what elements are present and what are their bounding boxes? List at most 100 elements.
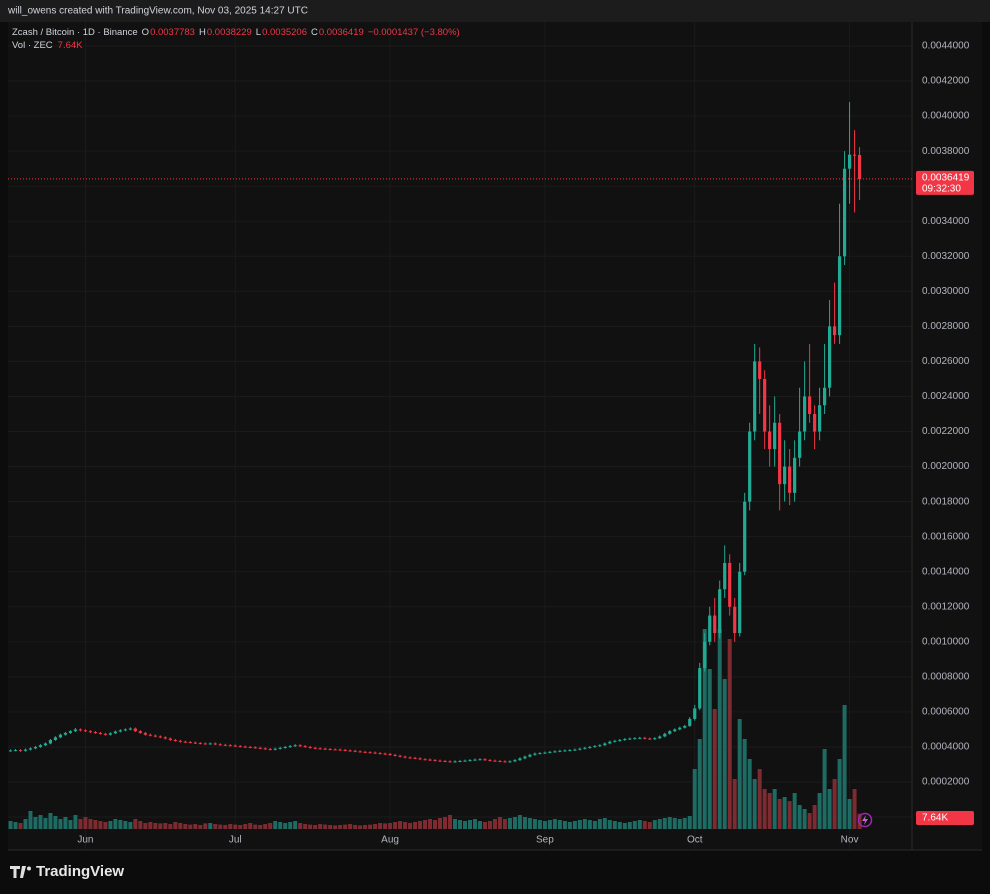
volume-bar: [742, 739, 747, 829]
volume-bar: [8, 821, 13, 829]
volume-title: Vol · ZEC: [12, 40, 53, 51]
ohlc-value: 0.0036419: [319, 27, 364, 38]
candle-body: [428, 759, 432, 761]
symbol-title: Zcash / Bitcoin · 1D · Binance: [12, 27, 138, 38]
candle-body: [353, 750, 357, 752]
candle-body: [133, 728, 137, 732]
candle-body: [153, 735, 157, 737]
volume-bar: [433, 820, 438, 829]
volume-bar: [263, 824, 268, 829]
candle-body: [348, 750, 352, 752]
volume-bar: [328, 825, 333, 829]
volume-bar: [203, 823, 208, 829]
volume-bar: [592, 821, 597, 829]
volume-bar: [73, 815, 78, 829]
candle-body: [448, 761, 452, 763]
candle-body: [358, 751, 362, 753]
y-tick-label: 0.0010000: [922, 636, 970, 647]
volume-bar: [602, 818, 607, 829]
candle-body: [468, 760, 472, 762]
candle-body: [478, 759, 482, 761]
volume-bar: [13, 822, 18, 829]
candle-body: [847, 154, 852, 169]
y-tick-label: 0.0018000: [922, 496, 970, 507]
volume-bar: [552, 819, 557, 829]
volume-bar: [313, 825, 318, 829]
volume-badge: [916, 811, 974, 825]
candle-body: [373, 752, 377, 754]
volume-bar: [178, 823, 183, 829]
candle-body: [822, 387, 827, 406]
volume-bar: [792, 793, 797, 829]
volume-bar: [63, 817, 68, 829]
candle-body: [313, 747, 317, 749]
volume-bar: [243, 824, 248, 829]
volume-bar: [333, 825, 338, 829]
volume-bar: [28, 811, 33, 829]
candle-body: [198, 743, 202, 745]
candle-body: [98, 732, 102, 734]
volume-bar: [827, 789, 832, 829]
volume-bar: [667, 817, 672, 829]
candle-body: [273, 748, 277, 750]
candle-body: [73, 729, 78, 732]
volume-bar: [258, 825, 263, 829]
y-tick-label: 0.0008000: [922, 672, 970, 683]
volume-bar: [248, 823, 253, 829]
volume-bar: [587, 820, 592, 829]
volume-bar: [373, 824, 378, 829]
volume-bar: [692, 769, 697, 829]
candle-body: [128, 728, 132, 730]
candle-body: [278, 747, 282, 749]
y-tick-label: 0.0034000: [922, 216, 970, 227]
candle-body: [743, 501, 747, 572]
candle-body: [288, 746, 292, 748]
y-tick-label: 0.0012000: [922, 601, 970, 612]
chart-panel: [8, 22, 982, 850]
candle-body: [78, 729, 83, 731]
x-tick-label: Jun: [77, 835, 93, 846]
volume-bar: [462, 821, 467, 829]
volume-bar: [208, 823, 213, 829]
volume-bar: [123, 821, 128, 829]
candle-body: [293, 745, 297, 747]
candle-body: [403, 756, 407, 758]
volume-bar: [487, 821, 492, 829]
volume-bar: [288, 822, 293, 829]
candle-body: [508, 761, 512, 763]
volume-bar: [727, 639, 732, 829]
candle-body: [113, 731, 117, 734]
candle-body: [418, 758, 422, 760]
volume-bar: [58, 819, 63, 829]
legend: Zcash / Bitcoin · 1D · Binance O0.0037783…: [12, 27, 460, 38]
volume-bar: [413, 822, 418, 829]
candle-body: [123, 729, 127, 731]
events-icon[interactable]: [857, 812, 873, 828]
candle-body: [458, 760, 462, 762]
y-tick-label: 0.0014000: [922, 566, 970, 577]
volume-bar: [393, 822, 398, 829]
volume-bar: [687, 816, 692, 829]
events-icon[interactable]: [857, 812, 873, 828]
candle-body: [328, 749, 332, 751]
volume-bar: [642, 821, 647, 829]
candle-body: [58, 734, 63, 738]
volume-bar: [83, 817, 88, 829]
volume-bar: [682, 818, 687, 829]
volume-bar: [418, 821, 423, 829]
candle-body: [827, 326, 832, 388]
volume-bar: [283, 823, 288, 829]
y-tick-label: 0.0042000: [922, 76, 970, 87]
candle-body: [753, 361, 757, 432]
volume-bar: [273, 821, 278, 829]
volume-bar: [802, 809, 807, 829]
candle-body: [438, 760, 442, 762]
volume-bar: [757, 769, 762, 829]
volume-bar: [527, 818, 532, 829]
y-tick-label: 0.0028000: [922, 321, 970, 332]
candle-body: [63, 732, 68, 735]
candle-body: [143, 732, 147, 735]
volume-bar: [817, 793, 822, 829]
candle-body: [553, 751, 557, 753]
volume-bar: [88, 819, 93, 829]
